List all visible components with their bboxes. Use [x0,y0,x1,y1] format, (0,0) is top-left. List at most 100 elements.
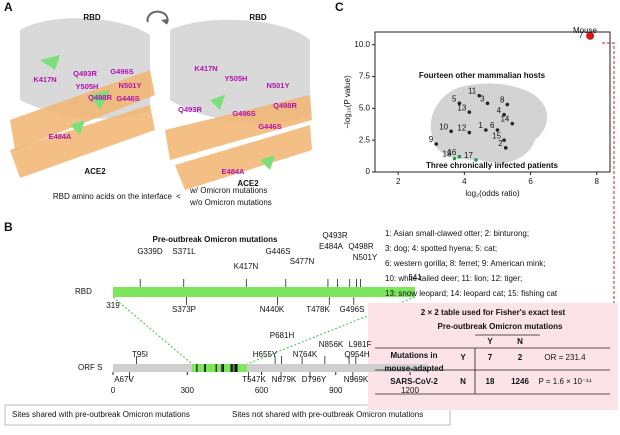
mutation-label: N440K [260,305,285,314]
point [505,102,510,107]
point [467,110,472,114]
mutation-label: Q493R [178,105,202,114]
ace2-label: ACE2 [237,179,259,188]
structure-right [165,19,312,190]
axis-tick-label: 900 [329,386,343,395]
x-tick-label: 2 [396,177,401,186]
point [586,31,595,40]
table-col: N [517,337,523,346]
point [467,130,472,135]
mutation-label: P681H [270,331,295,340]
mutation-label: G446S [116,94,139,103]
table-row: N [460,377,466,386]
orf-bar [113,364,429,372]
table-bg [368,303,618,410]
link-line [602,42,615,303]
point-label: 7 [579,31,584,40]
table-or: OR = 231.4 [544,353,586,362]
axis-tick-label: 1200 [401,386,419,395]
table-title: 2 × 2 table used for Fisher's exact test [421,308,566,317]
plot-frame [374,31,611,173]
point [474,158,478,162]
point [457,101,462,106]
point-label: 14 [500,115,509,124]
panel-title: Pre-outbreak Omicron mutations [153,235,278,244]
table-p: P = 1.6 × 10⁻¹¹ [539,377,592,386]
mutation-label: K417N [234,262,259,271]
x-tick-label: 8 [595,177,600,186]
point [485,101,490,106]
point-label: 17 [464,151,473,160]
point-label: 13 [457,103,466,112]
legend-text: RBD amino acids on the interface [53,192,173,201]
table-col: Y [487,337,493,346]
point [452,156,457,161]
table-row-header: mouse-adapted [384,364,443,373]
point-label: 10 [439,122,448,131]
axis-tick-label: 600 [255,386,269,395]
point-label: 6 [490,121,495,130]
point [502,112,506,117]
mutation-label: K417N [33,75,56,84]
table-row: Y [460,353,466,362]
point [449,129,453,134]
rbd-name: RBD [75,287,92,296]
point-label: 4 [497,106,502,115]
mutation-label: G496S [110,67,133,76]
host-legend: 13: snow leopard; 14: leopard cat; 15: f… [385,289,558,298]
mutation-label: Q498R [348,242,374,251]
mutation-label: G496S [340,305,365,314]
point [484,128,488,132]
mutation-label: E484A [222,167,246,176]
mutation-label: N856K [319,340,344,349]
table-cell: 1246 [511,377,529,386]
point-label: 8 [500,96,505,105]
axis-tick-label: 300 [181,386,195,395]
y-tick-label: 10.0 [354,40,370,49]
mutation-label: L981F [349,340,372,349]
legend-box [4,404,451,426]
table-row-header: Mutations in [390,351,437,360]
mutation-label: N501Y [119,81,142,90]
mutation-label: G339D [137,247,163,256]
host-legend: 1: Asian small-clawed otter; 2: binturon… [385,229,529,238]
point-label: 3 [480,94,485,103]
point-label: 12 [457,124,466,133]
mutation-label: Y505H [76,82,99,91]
x-tick-label: 4 [462,177,467,186]
point-label: 1 [478,121,483,130]
point [477,93,482,98]
series-name: Three chronically infected patients [426,161,559,170]
point-label: 11 [468,87,477,96]
host-legend: 3: dog; 4: spotted hyena; 5: cat; [385,244,497,253]
point [503,146,508,150]
zoom-line [112,296,193,365]
point-label: 5 [452,94,457,103]
point-label: 9 [429,135,434,144]
orf-name: ORF S [78,363,102,372]
rotate-arrow-head [161,19,167,24]
y-axis-label: −log₁₀(P value) [343,75,352,129]
mutation-label: N764K [293,350,318,359]
legend-without: w/o Omicron mutations [189,198,272,207]
axis-tick-label: 0 [111,386,116,395]
series-name: Mouse [573,26,598,35]
panel-letter: A [4,0,13,14]
orf-rbd [191,364,247,372]
mutation-label: G496S [232,109,255,118]
mutation-label: S371L [172,247,196,256]
legend-bracket: < [176,192,181,201]
mutation-label: Q498R [273,101,297,110]
rbd-label: RBD [249,13,267,22]
mutation-label: E484A [49,132,73,141]
rbd-end: 541 [408,273,422,282]
legend-shared: Sites shared with pre-outbreak Omicron m… [12,410,190,419]
mutation-label: K417N [194,64,217,73]
mutation-label: E484A [319,242,344,251]
legend-not-shared: Sites not shared with pre-outbreak Omicr… [232,410,423,419]
mutation-label: Q498R [88,93,112,102]
point [510,121,515,126]
host-legend: 6: western gorilla; 8: ferret; 9: Americ… [385,259,546,268]
point-label: 15 [492,131,501,140]
